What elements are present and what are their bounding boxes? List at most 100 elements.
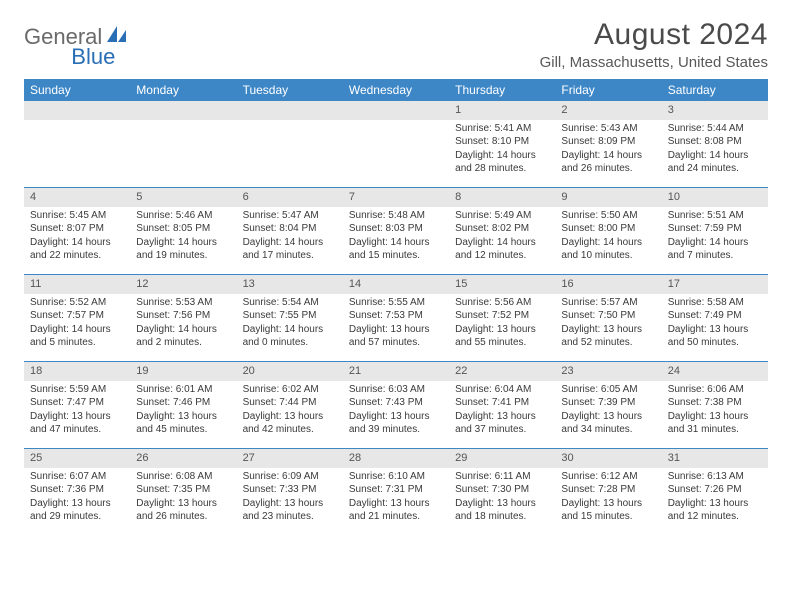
day-cell (237, 101, 343, 187)
day-line-day1: Daylight: 13 hours (349, 410, 443, 424)
day-cell: 8Sunrise: 5:49 AMSunset: 8:02 PMDaylight… (449, 188, 555, 274)
day-line-sunset: Sunset: 7:57 PM (30, 309, 124, 323)
day-details: Sunrise: 5:44 AMSunset: 8:08 PMDaylight:… (662, 120, 768, 180)
day-line-day1: Daylight: 13 hours (349, 497, 443, 511)
day-line-sunrise: Sunrise: 5:56 AM (455, 296, 549, 310)
day-line-sunrise: Sunrise: 5:55 AM (349, 296, 443, 310)
calendar-grid: Sunday Monday Tuesday Wednesday Thursday… (24, 79, 768, 535)
day-cell: 23Sunrise: 6:05 AMSunset: 7:39 PMDayligh… (555, 362, 661, 448)
day-number: 6 (237, 188, 343, 207)
day-number: 12 (130, 275, 236, 294)
day-number: 7 (343, 188, 449, 207)
day-line-sunset: Sunset: 7:39 PM (561, 396, 655, 410)
week-row: 4Sunrise: 5:45 AMSunset: 8:07 PMDaylight… (24, 187, 768, 274)
day-cell: 12Sunrise: 5:53 AMSunset: 7:56 PMDayligh… (130, 275, 236, 361)
day-line-sunset: Sunset: 7:38 PM (668, 396, 762, 410)
day-details: Sunrise: 6:05 AMSunset: 7:39 PMDaylight:… (555, 381, 661, 441)
day-line-sunrise: Sunrise: 6:07 AM (30, 470, 124, 484)
day-line-sunset: Sunset: 8:04 PM (243, 222, 337, 236)
day-line-day2: and 12 minutes. (455, 249, 549, 263)
day-line-day2: and 26 minutes. (136, 510, 230, 524)
day-number (130, 101, 236, 120)
day-cell: 4Sunrise: 5:45 AMSunset: 8:07 PMDaylight… (24, 188, 130, 274)
calendar-page: General Blue August 2024 Gill, Massachus… (0, 0, 792, 547)
day-line-day2: and 15 minutes. (349, 249, 443, 263)
day-number: 16 (555, 275, 661, 294)
day-cell: 10Sunrise: 5:51 AMSunset: 7:59 PMDayligh… (662, 188, 768, 274)
day-number: 30 (555, 449, 661, 468)
day-line-day1: Daylight: 13 hours (668, 410, 762, 424)
location-subtitle: Gill, Massachusetts, United States (540, 54, 768, 71)
day-line-day1: Daylight: 13 hours (243, 410, 337, 424)
day-cell: 15Sunrise: 5:56 AMSunset: 7:52 PMDayligh… (449, 275, 555, 361)
month-title: August 2024 (540, 18, 768, 52)
day-line-sunrise: Sunrise: 5:47 AM (243, 209, 337, 223)
weekday-label: Wednesday (343, 79, 449, 101)
day-line-day2: and 26 minutes. (561, 162, 655, 176)
day-cell: 26Sunrise: 6:08 AMSunset: 7:35 PMDayligh… (130, 449, 236, 535)
day-number: 5 (130, 188, 236, 207)
day-line-sunset: Sunset: 7:28 PM (561, 483, 655, 497)
day-number: 31 (662, 449, 768, 468)
day-number: 17 (662, 275, 768, 294)
day-line-day1: Daylight: 14 hours (136, 236, 230, 250)
day-details: Sunrise: 6:10 AMSunset: 7:31 PMDaylight:… (343, 468, 449, 528)
day-line-sunset: Sunset: 7:55 PM (243, 309, 337, 323)
day-line-day1: Daylight: 13 hours (561, 497, 655, 511)
day-number (237, 101, 343, 120)
day-line-sunrise: Sunrise: 5:44 AM (668, 122, 762, 136)
day-details: Sunrise: 5:43 AMSunset: 8:09 PMDaylight:… (555, 120, 661, 180)
day-number: 29 (449, 449, 555, 468)
day-number (24, 101, 130, 120)
day-line-day2: and 24 minutes. (668, 162, 762, 176)
weekday-label: Saturday (662, 79, 768, 101)
day-number: 9 (555, 188, 661, 207)
day-number: 11 (24, 275, 130, 294)
day-line-day1: Daylight: 13 hours (30, 410, 124, 424)
day-line-day2: and 2 minutes. (136, 336, 230, 350)
day-line-day1: Daylight: 13 hours (668, 497, 762, 511)
day-line-day1: Daylight: 14 hours (668, 236, 762, 250)
day-line-day2: and 22 minutes. (30, 249, 124, 263)
weekday-label: Tuesday (237, 79, 343, 101)
day-line-sunset: Sunset: 8:07 PM (30, 222, 124, 236)
day-number: 15 (449, 275, 555, 294)
day-cell: 20Sunrise: 6:02 AMSunset: 7:44 PMDayligh… (237, 362, 343, 448)
day-number: 13 (237, 275, 343, 294)
day-number: 25 (24, 449, 130, 468)
day-number: 14 (343, 275, 449, 294)
day-details: Sunrise: 5:56 AMSunset: 7:52 PMDaylight:… (449, 294, 555, 354)
day-details: Sunrise: 5:54 AMSunset: 7:55 PMDaylight:… (237, 294, 343, 354)
day-number: 1 (449, 101, 555, 120)
day-line-day1: Daylight: 13 hours (349, 323, 443, 337)
day-cell: 31Sunrise: 6:13 AMSunset: 7:26 PMDayligh… (662, 449, 768, 535)
day-details: Sunrise: 5:46 AMSunset: 8:05 PMDaylight:… (130, 207, 236, 267)
day-cell: 6Sunrise: 5:47 AMSunset: 8:04 PMDaylight… (237, 188, 343, 274)
day-line-sunrise: Sunrise: 6:02 AM (243, 383, 337, 397)
day-line-day2: and 42 minutes. (243, 423, 337, 437)
day-line-day1: Daylight: 14 hours (30, 323, 124, 337)
day-line-sunrise: Sunrise: 6:06 AM (668, 383, 762, 397)
day-line-sunset: Sunset: 7:43 PM (349, 396, 443, 410)
day-details: Sunrise: 5:48 AMSunset: 8:03 PMDaylight:… (343, 207, 449, 267)
day-line-sunrise: Sunrise: 6:01 AM (136, 383, 230, 397)
day-number: 26 (130, 449, 236, 468)
day-line-day1: Daylight: 13 hours (455, 410, 549, 424)
day-cell: 14Sunrise: 5:55 AMSunset: 7:53 PMDayligh… (343, 275, 449, 361)
day-line-sunset: Sunset: 7:56 PM (136, 309, 230, 323)
day-number: 18 (24, 362, 130, 381)
day-details: Sunrise: 5:55 AMSunset: 7:53 PMDaylight:… (343, 294, 449, 354)
day-number: 19 (130, 362, 236, 381)
day-line-day1: Daylight: 13 hours (136, 410, 230, 424)
day-line-day2: and 0 minutes. (243, 336, 337, 350)
day-line-sunset: Sunset: 7:31 PM (349, 483, 443, 497)
day-line-day2: and 7 minutes. (668, 249, 762, 263)
day-line-day2: and 31 minutes. (668, 423, 762, 437)
day-details: Sunrise: 5:53 AMSunset: 7:56 PMDaylight:… (130, 294, 236, 354)
day-line-sunrise: Sunrise: 5:59 AM (30, 383, 124, 397)
day-line-sunset: Sunset: 8:08 PM (668, 135, 762, 149)
day-line-sunrise: Sunrise: 6:03 AM (349, 383, 443, 397)
day-line-day2: and 5 minutes. (30, 336, 124, 350)
day-line-sunset: Sunset: 7:36 PM (30, 483, 124, 497)
day-line-sunrise: Sunrise: 6:13 AM (668, 470, 762, 484)
